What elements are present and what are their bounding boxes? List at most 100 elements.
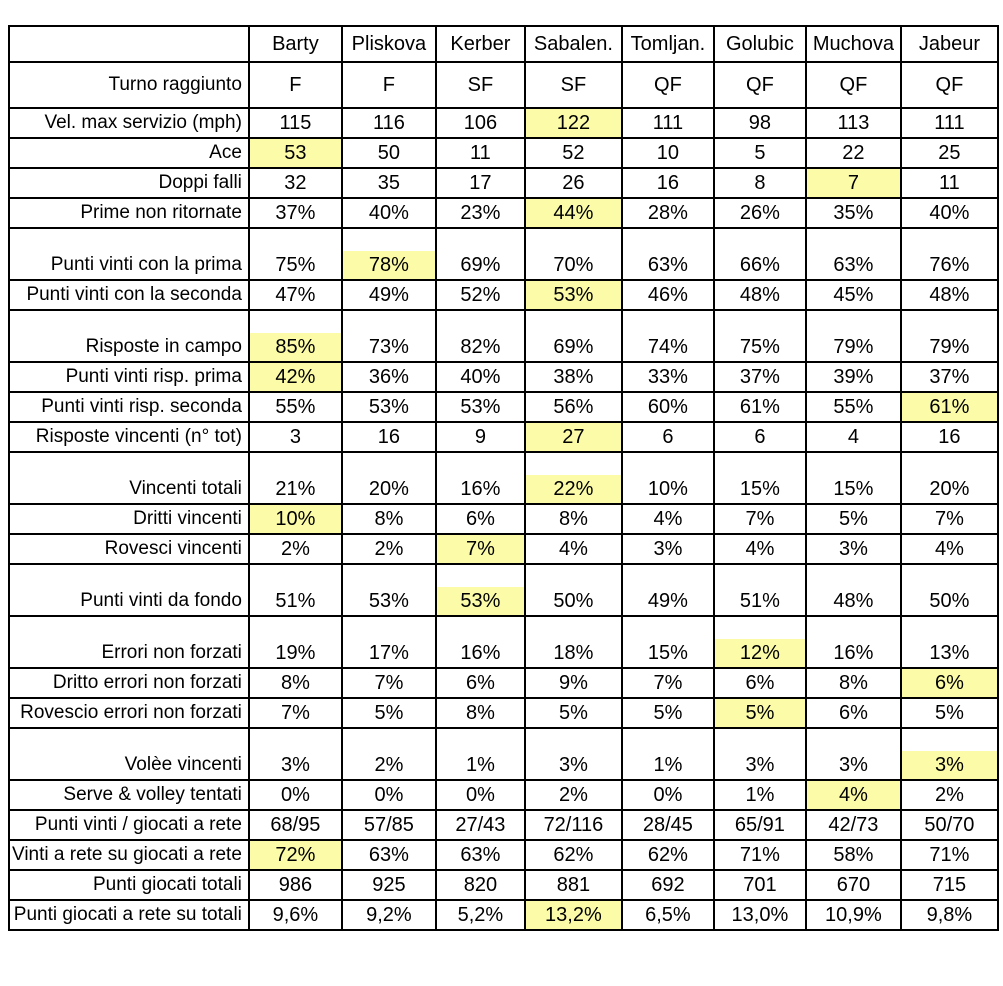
highlighted-stat-cell: 4%: [804, 779, 902, 811]
table-row: Turno raggiunto F F SF SF QF QF QF QF: [8, 61, 999, 109]
spacer-cell: [899, 309, 999, 333]
stat-cell: 1%: [620, 750, 715, 781]
table-row: Vincenti totali 21% 20% 16% 22% 10% 15% 15% 20%: [8, 474, 999, 505]
stat-cell: 5%: [620, 697, 715, 729]
spacer-cell: [620, 615, 715, 639]
stat-cell: 3%: [620, 533, 715, 565]
table-row: Dritto errori non forzati 8% 7% 6% 9% 7% 6% 8% 6…: [8, 667, 999, 699]
stat-cell: 8%: [434, 697, 526, 729]
row-label: Risposte vincenti (n° tot): [8, 421, 250, 453]
table-row: Punti giocati totali 986 925 820 881 692 701 67…: [8, 869, 999, 901]
spacer-cell: [712, 727, 807, 751]
player-name: Kerber: [434, 25, 526, 63]
stat-cell: 35: [340, 167, 437, 199]
stat-cell: F: [340, 61, 437, 109]
stat-cell: 5,2%: [434, 899, 526, 931]
stat-cell: 56%: [523, 391, 623, 423]
row-label: Punti vinti con la prima: [8, 250, 250, 281]
stat-cell: 58%: [804, 839, 902, 871]
spacer-cell: [247, 227, 343, 251]
highlighted-stat-cell: 85%: [247, 332, 343, 363]
row-label: Punti vinti risp. seconda: [8, 391, 250, 423]
stat-cell: 63%: [620, 250, 715, 281]
stat-cell: 82%: [434, 332, 526, 363]
stat-cell: SF: [523, 61, 623, 109]
stat-cell: 62%: [620, 839, 715, 871]
stat-cell: 49%: [620, 586, 715, 617]
spacer-row: [8, 309, 999, 333]
stat-cell: 3%: [523, 750, 623, 781]
spacer-cell: [340, 563, 437, 587]
stat-cell: 15%: [804, 474, 902, 505]
stat-cell: 18%: [523, 638, 623, 669]
stat-cell: 6%: [712, 667, 807, 699]
stat-cell: 15%: [620, 638, 715, 669]
stat-cell: 11: [434, 137, 526, 169]
stat-cell: 10,9%: [804, 899, 902, 931]
highlighted-stat-cell: 12%: [712, 638, 807, 669]
stat-cell: 25: [899, 137, 999, 169]
player-name: Sabalen.: [523, 25, 623, 63]
stat-cell: 76%: [899, 250, 999, 281]
spacer-cell: [523, 727, 623, 751]
table-row: Punti vinti risp. prima 42% 36% 40% 38% 33% 37…: [8, 361, 999, 393]
stat-cell: 40%: [434, 361, 526, 393]
stat-cell: 13%: [899, 638, 999, 669]
spacer-cell: [523, 451, 623, 475]
stat-cell: 7%: [340, 667, 437, 699]
stat-cell: 60%: [620, 391, 715, 423]
stat-cell: 52: [523, 137, 623, 169]
highlighted-stat-cell: 122: [523, 107, 623, 139]
player-name: Golubic: [712, 25, 807, 63]
row-label: Serve & volley tentati: [8, 779, 250, 811]
spacer-cell: [434, 451, 526, 475]
stat-cell: 5%: [899, 697, 999, 729]
stat-cell: 17%: [340, 638, 437, 669]
spacer-cell: [8, 309, 250, 333]
stat-cell: 53%: [340, 586, 437, 617]
stat-cell: 37%: [899, 361, 999, 393]
highlighted-stat-cell: 7%: [434, 533, 526, 565]
spacer-cell: [523, 227, 623, 251]
spacer-cell: [620, 451, 715, 475]
highlighted-stat-cell: 42%: [247, 361, 343, 393]
stat-cell: 61%: [712, 391, 807, 423]
row-label: Punti giocati totali: [8, 869, 250, 901]
spacer-cell: [247, 563, 343, 587]
stat-cell: 0%: [340, 779, 437, 811]
stat-cell: 8%: [340, 503, 437, 535]
stat-cell: 74%: [620, 332, 715, 363]
row-label: Rovescio errori non forzati: [8, 697, 250, 729]
stat-cell: 28/45: [620, 809, 715, 841]
stat-cell: 37%: [712, 361, 807, 393]
spacer-row: [8, 227, 999, 251]
stat-cell: 3%: [247, 750, 343, 781]
stat-cell: 2%: [899, 779, 999, 811]
highlighted-stat-cell: 44%: [523, 197, 623, 229]
spacer-cell: [340, 451, 437, 475]
stat-cell: 111: [620, 107, 715, 139]
stat-cell: 16%: [804, 638, 902, 669]
spacer-cell: [620, 309, 715, 333]
spacer-cell: [899, 615, 999, 639]
highlighted-stat-cell: 6%: [899, 667, 999, 699]
stat-cell: 6,5%: [620, 899, 715, 931]
table-row: Punti giocati a rete su totali 9,6% 9,2% 5,…: [8, 899, 999, 931]
row-label: Volèe vincenti: [8, 750, 250, 781]
spacer-cell: [247, 451, 343, 475]
table-row: Serve & volley tentati 0% 0% 0% 2% 0% 1% 4% 2%: [8, 779, 999, 811]
stat-cell: 113: [804, 107, 902, 139]
table-row: Punti vinti da fondo 51% 53% 53% 50% 49% 51% 48…: [8, 586, 999, 617]
stat-cell: QF: [804, 61, 902, 109]
stat-cell: 0%: [620, 779, 715, 811]
table-row: Vinti a rete su giocati a rete 72% 63% 63% 6…: [8, 839, 999, 871]
row-label: Ace: [8, 137, 250, 169]
spacer-cell: [434, 227, 526, 251]
stat-cell: 2%: [247, 533, 343, 565]
spacer-cell: [523, 563, 623, 587]
stat-cell: 32: [247, 167, 343, 199]
stat-cell: 3%: [712, 750, 807, 781]
stat-cell: 2%: [340, 750, 437, 781]
stat-cell: 68/95: [247, 809, 343, 841]
stat-cell: 63%: [434, 839, 526, 871]
